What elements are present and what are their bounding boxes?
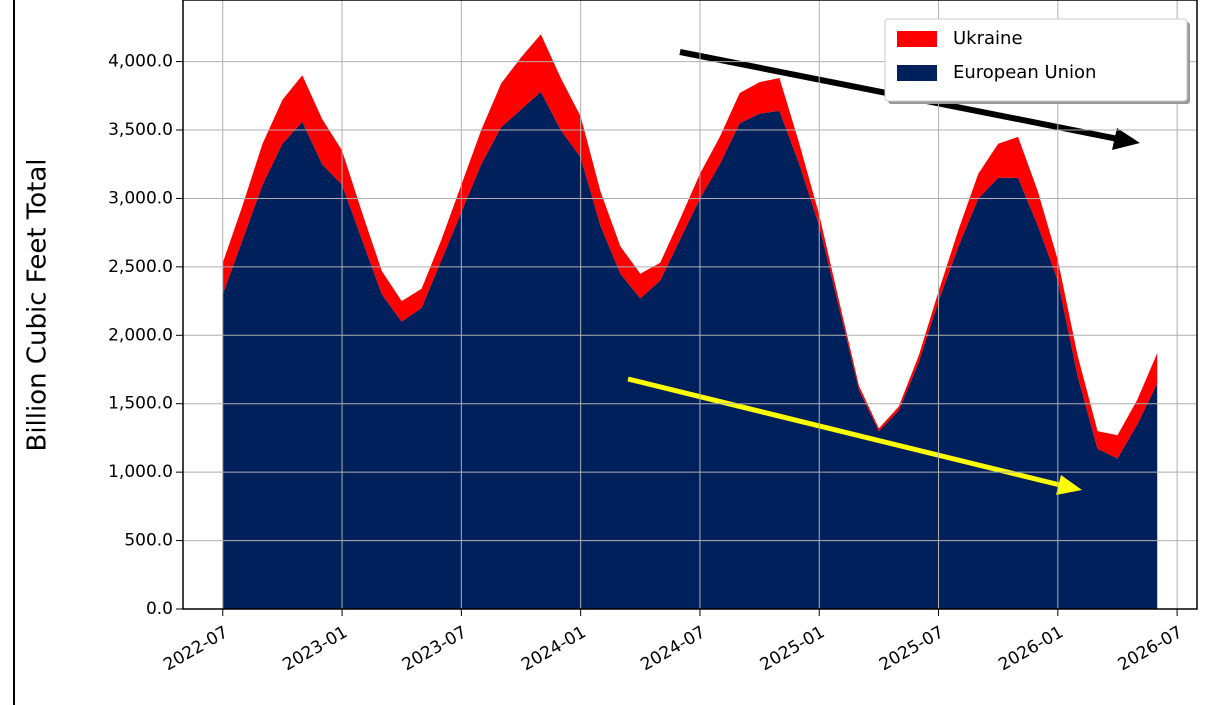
y-axis-label: Billion Cubic Feet Total bbox=[23, 158, 53, 451]
y-tick-label: 4,000.0 bbox=[108, 52, 173, 72]
area bbox=[222, 91, 1158, 609]
y-tick-label: 2,500.0 bbox=[108, 257, 173, 277]
y-tick-label: 3,500.0 bbox=[108, 120, 173, 140]
x-tick-label: 2026-01 bbox=[995, 622, 1067, 675]
y-tick-label: 1,500.0 bbox=[108, 394, 173, 414]
arrowhead bbox=[1056, 475, 1082, 495]
x-tick-label: 2024-07 bbox=[637, 622, 709, 675]
x-tick-label: 2025-07 bbox=[876, 622, 948, 675]
y-tick-label: 2,000.0 bbox=[108, 325, 173, 345]
plot-frame bbox=[182, 0, 1198, 610]
y-tick-label: 500.0 bbox=[124, 531, 173, 551]
y-tick-label: 0.0 bbox=[146, 599, 173, 619]
y-tick-label: 1,000.0 bbox=[108, 462, 173, 482]
x-tick-label: 2023-01 bbox=[280, 622, 352, 675]
x-tick-label: 2024-01 bbox=[518, 622, 590, 675]
x-tick-label: 2026-07 bbox=[1115, 622, 1187, 675]
arrowhead bbox=[1112, 128, 1140, 150]
x-tick-label: 2022-07 bbox=[160, 622, 232, 675]
x-tick-label: 2025-01 bbox=[757, 622, 829, 675]
plot-area bbox=[222, 34, 1158, 609]
legend-label: European Union bbox=[953, 62, 1096, 83]
legend-label: Ukraine bbox=[953, 28, 1023, 49]
x-tick-label: 2023-07 bbox=[399, 622, 471, 675]
y-tick-label: 3,000.0 bbox=[108, 188, 173, 208]
legend-swatch bbox=[897, 65, 937, 81]
legend-swatch bbox=[897, 31, 937, 47]
legend bbox=[884, 18, 1188, 102]
